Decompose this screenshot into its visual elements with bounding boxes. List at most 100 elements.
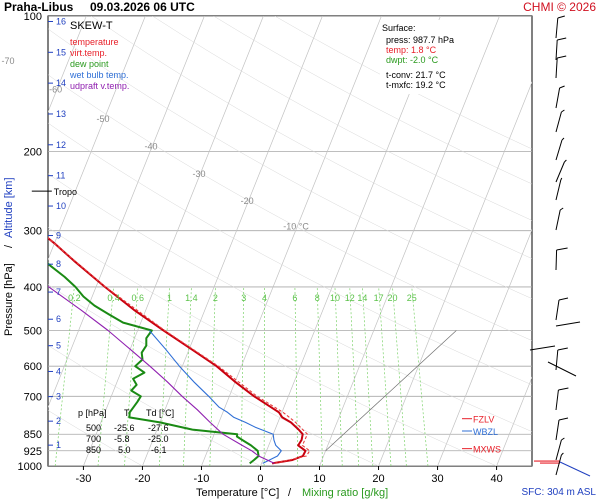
dry-adiabat [48, 410, 143, 466]
pressure-tick-label: 100 [24, 11, 42, 23]
wind-profile [529, 15, 591, 477]
series-dew-point [48, 262, 260, 465]
mixing-ratio-label: 1 [167, 293, 172, 303]
wind-barb-flag [561, 137, 565, 141]
wind-barb-flag [561, 437, 565, 441]
surface-press: press: 987.7 hPa [386, 35, 454, 45]
x-tick-label: 40 [490, 473, 502, 485]
levels-header-td: Td [°C] [146, 408, 174, 418]
mixing-ratio-label: 10 [330, 293, 340, 303]
wind-barb [555, 321, 581, 327]
level-marker-label: WBZL [473, 427, 498, 437]
mixing-ratio-label: 20 [387, 293, 397, 303]
levels-row-t: -5.8 [114, 434, 130, 444]
mixing-ratio-line [159, 286, 170, 466]
surface-heading: Surface: [382, 23, 416, 33]
x-tick-label: 30 [431, 473, 443, 485]
tropopause-label: Tropo [54, 187, 77, 197]
altitude-tick-label: 10 [56, 201, 66, 211]
isotherm-line [48, 16, 87, 113]
isotherm-label: -10 °C [283, 221, 309, 231]
wind-barb [555, 139, 563, 161]
y-axis-label-altitude: Altitude [km] [3, 177, 15, 238]
mixing-ratio-line [124, 286, 139, 466]
altitude-tick-label: 14 [56, 78, 66, 88]
mixing-ratio-line [349, 286, 360, 466]
mixing-ratio-label: 2 [213, 293, 218, 303]
levels-row-td: -25.0 [148, 434, 169, 444]
series-udpraft-v-temp [48, 285, 275, 464]
wind-barb-flag [564, 159, 567, 163]
pressure-tick-label: 1000 [18, 461, 42, 473]
x-tick-label: -30 [75, 473, 91, 485]
surface-info-box [380, 20, 468, 94]
y-axis-label-separator: / [3, 244, 15, 248]
x-axis-label-temperature: Temperature [°C] [196, 487, 279, 499]
levels-row-t: 5.0 [118, 445, 131, 455]
wind-barb [555, 389, 559, 411]
legend-updraft: udpraft v.temp. [70, 81, 129, 91]
dry-adiabat [48, 28, 532, 299]
mixing-ratio-line [411, 286, 429, 466]
legend: SKEW-T temperature virt.temp. dew point … [69, 20, 129, 91]
sounding-datetime: 09.03.2026 06 UTC [90, 0, 195, 14]
altitude-tick-label: 2 [56, 416, 61, 426]
series-layer [48, 236, 311, 465]
y-axis-title: Pressure [hPa] / Altitude [km] [3, 177, 15, 336]
altitude-tick-label: 7 [56, 287, 61, 297]
mixing-ratio-label: 17 [374, 293, 384, 303]
mixing-ratio-line [240, 286, 245, 466]
wind-barb [555, 299, 560, 321]
wind-barb-flag [557, 347, 568, 351]
surface-info: Surface: press: 987.7 hPa temp: 1.8 °C d… [380, 20, 468, 94]
wind-barb [555, 439, 562, 461]
wind-barb-flag [557, 37, 567, 41]
altitude-tick-label: 12 [56, 140, 66, 150]
x-tick-label: 10 [313, 473, 325, 485]
mixing-ratio-label: 3 [241, 293, 246, 303]
parcel-guide-line [325, 330, 457, 452]
wind-barb-flag [558, 387, 569, 391]
legend-temperature: temperature [70, 37, 119, 47]
wind-barb-flag [559, 207, 564, 211]
wind-barb [555, 161, 565, 183]
isotherm-line [556, 16, 600, 466]
wind-barb-flag [561, 452, 564, 456]
mixing-ratio-label: 6 [292, 293, 297, 303]
levels-row-t: -25.6 [114, 423, 135, 433]
wind-barb [555, 111, 562, 133]
surface-wind-vector [559, 461, 591, 477]
isotherm-line [48, 16, 146, 261]
isotherm-label: -50 [96, 114, 109, 124]
altitude-tick-label: 15 [56, 47, 66, 57]
pressure-tick-label: 700 [24, 391, 42, 403]
pressure-tick-label: 300 [24, 226, 42, 238]
wind-barb [555, 419, 560, 441]
wind-barb-flag [557, 55, 567, 59]
wind-barb-flag [558, 297, 569, 301]
levels-row-p: 500 [86, 423, 101, 433]
isotherm-line [319, 16, 500, 466]
level-marker-label: MXWS [473, 445, 501, 455]
altitude-tick-label: 3 [56, 392, 61, 402]
x-tick-label: -10 [194, 473, 210, 485]
levels-row-p: 700 [86, 434, 101, 444]
mixing-ratio-line [294, 286, 299, 466]
isotherm-line [48, 16, 205, 408]
isotherm-label: -60 [49, 85, 62, 95]
dry-adiabat [0, 16, 24, 466]
mixing-ratio-line [378, 286, 392, 466]
wind-barb [547, 361, 577, 377]
mixing-ratio-label: 0.2 [68, 293, 81, 303]
wind-barb [555, 57, 558, 79]
altitude-tick-label: 6 [56, 314, 61, 324]
isotherm-line [83, 16, 264, 466]
x-axis-label-separator: / [288, 487, 292, 499]
pressure-tick-label: 925 [24, 446, 42, 458]
isotherm-line [378, 81, 532, 466]
isotherm-label: -40 [144, 141, 157, 151]
levels-row-td: -27.6 [148, 423, 169, 433]
legend-dew-point: dew point [70, 59, 109, 69]
x-tick-label: 0 [257, 473, 263, 485]
credit-link[interactable]: CHMI © 2026 [523, 0, 596, 14]
